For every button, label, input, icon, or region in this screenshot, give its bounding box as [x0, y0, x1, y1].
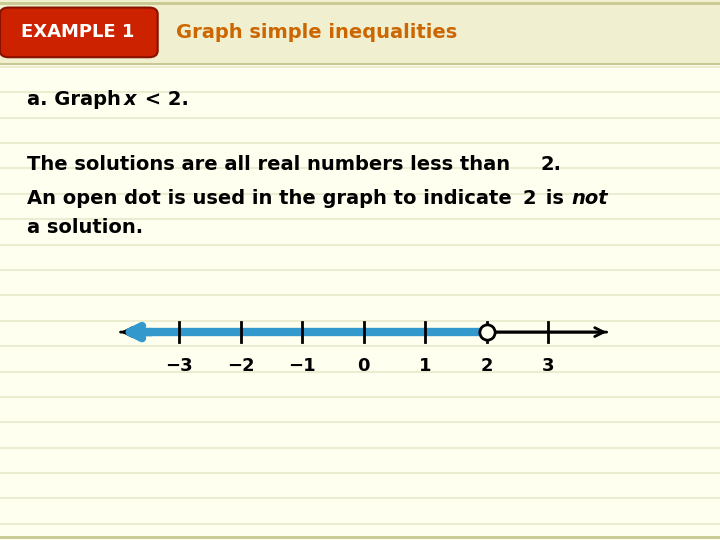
Text: −1: −1 — [288, 357, 316, 375]
Text: x: x — [124, 90, 137, 110]
Text: 2: 2 — [523, 189, 536, 208]
Text: −2: −2 — [227, 357, 254, 375]
FancyBboxPatch shape — [0, 8, 158, 57]
Text: EXAMPLE 1: EXAMPLE 1 — [21, 23, 135, 42]
Text: 0: 0 — [357, 357, 370, 375]
Text: −3: −3 — [166, 357, 193, 375]
Text: is: is — [539, 189, 570, 208]
Text: The solutions are all real numbers less than: The solutions are all real numbers less … — [27, 155, 517, 174]
Text: 2: 2 — [480, 357, 492, 375]
Text: not: not — [571, 189, 608, 208]
Bar — [0, 0, 720, 65]
Text: 2.: 2. — [541, 155, 562, 174]
Text: An open dot is used in the graph to indicate: An open dot is used in the graph to indi… — [27, 189, 519, 208]
Text: < 2.: < 2. — [138, 90, 189, 110]
Text: a solution.: a solution. — [27, 218, 143, 238]
Text: 3: 3 — [541, 357, 554, 375]
Text: 1: 1 — [419, 357, 431, 375]
Text: Graph simple inequalities: Graph simple inequalities — [176, 23, 458, 42]
Text: a. Graph: a. Graph — [27, 90, 128, 110]
